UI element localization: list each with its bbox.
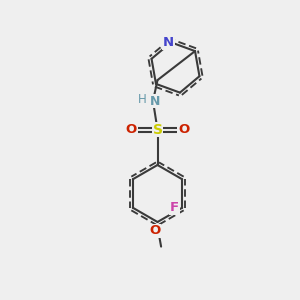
Text: O: O <box>178 123 189 136</box>
Text: O: O <box>149 224 161 238</box>
Text: N: N <box>150 94 161 108</box>
Text: H: H <box>138 93 147 106</box>
Text: F: F <box>170 201 179 214</box>
Text: O: O <box>126 123 137 136</box>
Text: S: S <box>152 123 163 136</box>
Text: N: N <box>163 36 174 49</box>
